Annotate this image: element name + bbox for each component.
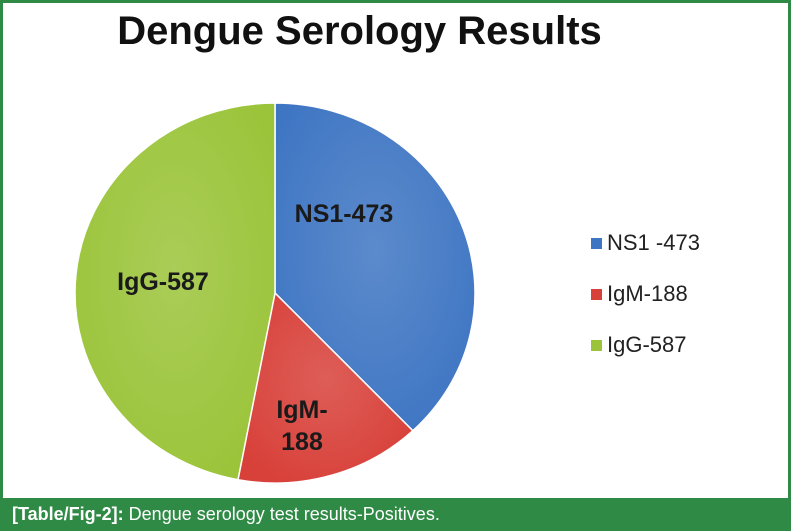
legend-label: NS1 -473	[607, 230, 700, 255]
legend-label: IgM-188	[607, 281, 688, 306]
chart-area: Dengue Serology Results NS1-473 IgM-188 Ig…	[3, 3, 788, 498]
legend-item: IgM-188	[591, 281, 700, 307]
pie-slice-igm-188	[237, 291, 414, 484]
caption-text: Dengue serology test results-Positives.	[128, 504, 440, 524]
legend-item: NS1 -473	[591, 230, 700, 256]
slice-label-1: IgM-188	[276, 396, 327, 456]
chart-legend: NS1 -473 IgM-188 IgG-587	[591, 230, 700, 383]
legend-swatch	[591, 288, 602, 300]
slice-label-2: IgG-587	[117, 268, 209, 296]
pie-slice-ns1-473	[274, 102, 476, 432]
legend-label: IgG-587	[607, 332, 687, 357]
legend-swatch	[591, 237, 602, 249]
chart-title: Dengue Serology Results	[117, 9, 602, 53]
figure-caption: [Table/Fig-2]: Dengue serology test resu…	[3, 498, 788, 531]
legend-swatch	[591, 339, 602, 351]
pie-chart: NS1-473 IgM-188 IgG-587	[74, 102, 476, 484]
slice-label-0: NS1-473	[295, 200, 394, 228]
caption-label: [Table/Fig-2]:	[12, 504, 124, 524]
pie-slice-igg-587	[74, 102, 276, 481]
legend-item: IgG-587	[591, 332, 700, 358]
